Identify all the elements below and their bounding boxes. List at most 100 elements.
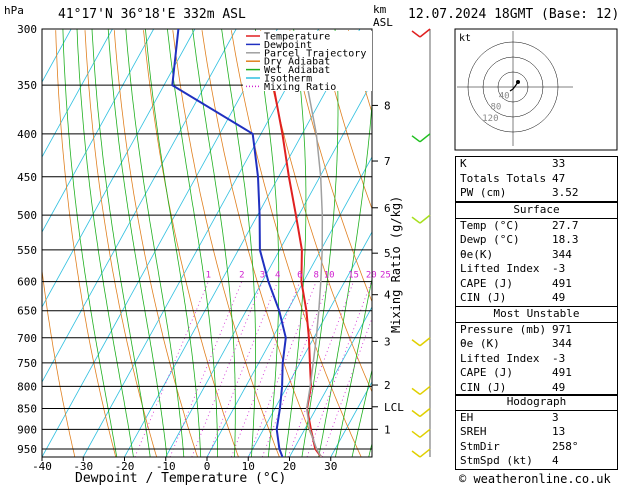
barb-flag — [411, 135, 421, 143]
surface-label: CAPE (J) — [460, 276, 513, 290]
unstable-row: θe (K) 344 — [456, 337, 617, 352]
wind-barb — [411, 337, 431, 347]
km-tick-label: 7 — [384, 155, 391, 168]
isotherm-line — [42, 29, 196, 308]
surface-value: -3 — [552, 262, 566, 275]
hodo-row: SREH 13 — [456, 425, 617, 440]
hodograph-ring-label: 80 — [491, 103, 502, 113]
wind-barb — [411, 133, 431, 143]
hodograph-table: Hodograph EH 3 SREH 13 StmDir 258° StmSpd (kt)… — [455, 394, 618, 470]
surface-row: θe(K) 344 — [456, 248, 617, 263]
km-tick-label: 2 — [384, 379, 391, 392]
dry-adiabat-line — [201, 30, 321, 457]
hodograph-ring-label: 40 — [499, 91, 510, 101]
barb-flag — [411, 450, 421, 458]
mixing-ratio-line — [261, 282, 330, 457]
km-tick-label: 5 — [384, 247, 391, 260]
mixing-ratio-label: 10 — [324, 271, 335, 281]
pressure-tick-label: 900 — [17, 423, 37, 436]
km-tick-label: 1 — [384, 423, 391, 436]
unstable-label: Lifted Index — [460, 351, 540, 365]
hpa-label: hPa — [4, 4, 24, 17]
isotherm-line — [42, 29, 278, 457]
unstable-value: 971 — [552, 322, 572, 336]
wind-barb — [411, 407, 431, 418]
most-unstable-title: Most Unstable — [456, 307, 617, 323]
surface-row: CIN (J) 49 — [456, 291, 617, 306]
wind-barb — [411, 448, 431, 458]
unstable-row: CIN (J) 49 — [456, 381, 617, 396]
hodo-row: StmSpd (kt) 4 — [456, 454, 617, 469]
mixing-ratio-line — [287, 282, 354, 457]
hodograph-unit: kt — [459, 33, 471, 44]
mixing-ratio-line — [191, 282, 263, 457]
dry-adiabat-line — [113, 30, 198, 457]
mixing-ratio-line — [306, 282, 372, 457]
hodo-row: StmDir 258° — [456, 440, 617, 455]
dry-adiabat-line — [84, 30, 158, 457]
km-label: km — [373, 3, 387, 16]
barb-shaft — [419, 407, 431, 418]
barb-shaft — [419, 28, 431, 38]
most-unstable-table: Most Unstable Pressure (mb) 971 θe (K) 344 L… — [455, 306, 618, 396]
surface-value: 18.3 — [552, 233, 579, 246]
hodo-label: StmSpd (kt) — [460, 454, 533, 467]
surface-label: Lifted Index — [460, 262, 540, 275]
surface-value: 27.7 — [552, 218, 579, 232]
km-tick-label: 6 — [384, 202, 391, 215]
barb-shaft — [419, 428, 431, 438]
barb-flag — [411, 387, 421, 396]
index-row: Totals Totals 47 — [456, 172, 617, 187]
surface-label: Dewp (°C) — [460, 233, 520, 246]
km-tick-label: 8 — [384, 99, 391, 112]
surface-row: Temp (°C) 27.7 — [456, 219, 617, 234]
hodo-row: EH 3 — [456, 411, 617, 426]
isotherm-line — [206, 156, 372, 457]
index-value: 3.52 — [552, 186, 579, 199]
pressure-tick-label: 650 — [17, 305, 37, 318]
pressure-tick-label: 550 — [17, 244, 37, 257]
asl-label: ASL — [373, 16, 393, 29]
dry-adiabat-line — [318, 30, 372, 210]
wet-adiabat-line — [167, 29, 219, 457]
x-tick-label: 30 — [324, 460, 337, 473]
chart-axes: 3003504004505005506006507007508008509009… — [17, 23, 373, 473]
storm-motion-dot — [516, 80, 520, 84]
wet-adiabat-line — [76, 29, 134, 457]
barb-flag — [411, 216, 421, 224]
hodograph-title: Hodograph — [456, 395, 617, 411]
hodo-value: 4 — [552, 454, 559, 467]
x-axis-label: Dewpoint / Temperature (°C) — [75, 471, 287, 486]
wind-barb — [411, 214, 431, 224]
km-tick-label: 3 — [384, 335, 391, 348]
unstable-row: Lifted Index -3 — [456, 352, 617, 367]
mixing-ratio-axis-label: Mixing Ratio (g/kg) — [389, 195, 403, 333]
unstable-label: CIN (J) — [460, 380, 507, 394]
pressure-tick-label: 600 — [17, 276, 37, 289]
mixing-ratio-label: 4 — [275, 271, 280, 281]
pressure-tick-label: 800 — [17, 380, 37, 393]
x-tick-label: 20 — [283, 460, 296, 473]
mixing-ratio-label: 6 — [297, 271, 302, 281]
pressure-tick-label: 500 — [17, 209, 37, 222]
hodo-label: StmDir — [460, 439, 500, 453]
dry-adiabat-line — [289, 30, 372, 303]
legend-label: Temperature — [264, 32, 330, 43]
series-temperature — [272, 85, 323, 457]
unstable-label: CAPE (J) — [460, 366, 513, 379]
surface-row: Lifted Index -3 — [456, 262, 617, 277]
isotherm-line — [289, 306, 372, 457]
index-value: 47 — [552, 171, 566, 185]
pressure-tick-label: 950 — [17, 443, 37, 456]
surface-value: 49 — [552, 291, 566, 304]
pressure-tick-label: 700 — [17, 332, 37, 345]
wind-barbs — [411, 28, 431, 458]
km-tick-label: LCL — [384, 401, 404, 414]
series-parcel-trajectory — [305, 85, 324, 457]
unstable-value: 491 — [552, 366, 572, 379]
legend-box — [243, 31, 372, 91]
barb-shaft — [419, 385, 431, 395]
pressure-tick-label: 350 — [17, 79, 37, 92]
unstable-row: Pressure (mb) 971 — [456, 323, 617, 338]
surface-label: θe(K) — [460, 247, 494, 261]
